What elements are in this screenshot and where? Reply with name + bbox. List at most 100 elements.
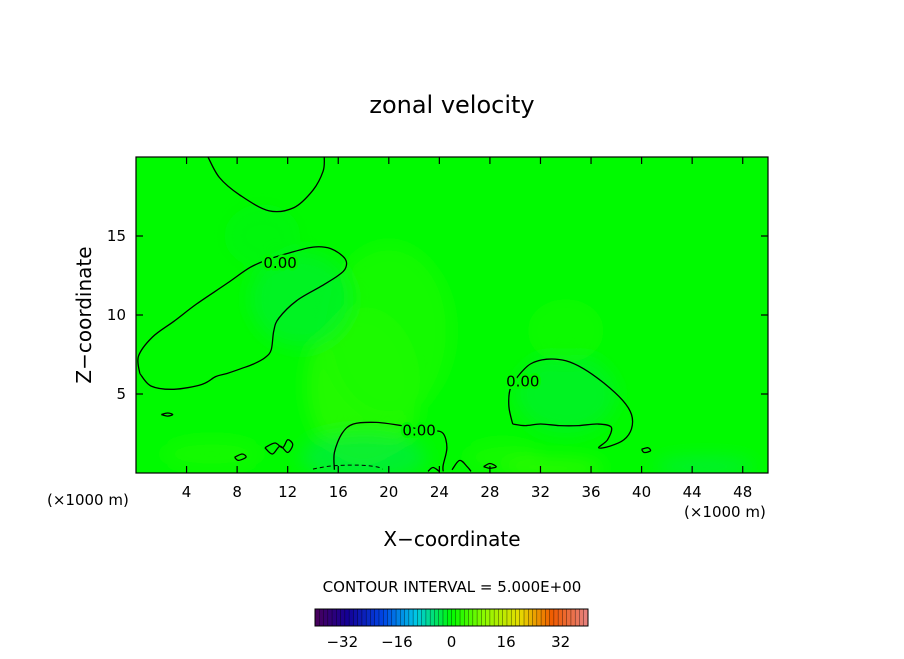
colorbar-cell xyxy=(332,609,337,626)
colorbar-cell xyxy=(485,609,491,626)
colorbar-cell xyxy=(536,609,542,626)
colorbar-cell xyxy=(481,609,487,626)
x-tick-label: 44 xyxy=(683,483,702,501)
colorbar-cell xyxy=(438,609,444,626)
colorbar-cell xyxy=(575,609,580,626)
contour-label: 0.00 xyxy=(506,372,539,390)
x-unit-left: (×1000 m) xyxy=(47,491,129,509)
colorbar-cell xyxy=(430,609,435,626)
colorbar-cell xyxy=(425,609,431,626)
colorbar-cell xyxy=(494,609,499,626)
y-tick-label: 15 xyxy=(107,227,126,245)
colorbar-cell xyxy=(464,609,469,626)
colorbar-cell xyxy=(383,609,388,626)
colorbar-cell xyxy=(468,609,474,626)
zero-contour-line xyxy=(483,462,497,469)
field-anomaly xyxy=(527,299,604,363)
zero-contour-line xyxy=(641,447,652,454)
colorbar-cell xyxy=(472,609,478,626)
colorbar-cell xyxy=(489,609,495,626)
colorbar-cell xyxy=(387,609,393,626)
x-tick-label: 48 xyxy=(733,483,752,501)
zero-contour-line xyxy=(508,358,634,449)
colorbar-cell xyxy=(349,609,354,626)
colorbar-cell xyxy=(460,609,465,626)
colorbar-cell xyxy=(336,609,341,626)
field-anomaly xyxy=(161,438,263,470)
field-anomaly xyxy=(325,243,452,418)
colorbar-tick-label: 16 xyxy=(497,633,516,651)
colorbar-cell xyxy=(323,609,329,626)
plot-background xyxy=(136,157,768,473)
x-tick-label: 12 xyxy=(278,483,297,501)
colorbar-cell xyxy=(408,609,414,626)
colorbar-tick-label: −32 xyxy=(326,633,358,651)
zero-contour-line xyxy=(427,466,440,472)
colorbar-cell xyxy=(506,609,512,626)
colorbar-cell xyxy=(502,609,508,626)
colorbar-cell xyxy=(528,609,533,626)
colorbar-cell xyxy=(319,609,324,626)
colorbar-cell xyxy=(455,609,461,626)
colorbar-cell xyxy=(378,609,384,626)
colorbar-cell xyxy=(361,609,367,626)
zero-contour-line xyxy=(207,157,325,213)
colorbar-cell xyxy=(400,609,405,626)
colorbar-frame xyxy=(314,608,589,627)
colorbar-cell xyxy=(344,609,350,626)
y-axis-ticks: 5 10 15 xyxy=(107,227,768,403)
colorbar-cell xyxy=(451,609,457,626)
colorbar-tick-label: −16 xyxy=(381,633,413,651)
x-tick-label: 4 xyxy=(182,483,192,501)
contour-label: 0.00 xyxy=(402,421,435,439)
colorbar-cell xyxy=(434,609,440,626)
colorbar-cell xyxy=(447,609,452,626)
colorbar-cell xyxy=(524,609,529,626)
zero-contour-line xyxy=(137,246,348,390)
zero-contour-line xyxy=(451,459,472,472)
colorbar-cell xyxy=(549,609,555,626)
colorbar-cell xyxy=(413,609,418,626)
zero-contour-line xyxy=(234,453,247,462)
colorbar-ticks: −32 −16 0 16 32 xyxy=(326,633,570,651)
colorbar-cell xyxy=(583,609,589,626)
x-tick-label: 28 xyxy=(480,483,499,501)
colorbar-cell xyxy=(340,609,346,626)
negative-contour-line xyxy=(312,464,383,470)
field-anomaly xyxy=(224,204,301,268)
colorbar-tick-label: 32 xyxy=(551,633,570,651)
colorbar-cell xyxy=(366,609,371,626)
colorbar-cell xyxy=(417,609,423,626)
colorbar-cell xyxy=(353,609,359,626)
field-anomaly xyxy=(654,457,756,473)
colorbar-cell xyxy=(315,609,320,626)
colorbar-cell xyxy=(396,609,401,626)
field-anomaly xyxy=(300,433,427,473)
x-tick-label: 16 xyxy=(329,483,348,501)
colorbar-cell xyxy=(391,609,397,626)
colorbar-cell xyxy=(553,609,559,626)
zero-contour-line xyxy=(333,421,448,472)
colorbar-cell xyxy=(421,609,427,626)
x-axis-label: X−coordinate xyxy=(383,527,520,551)
zero-contour-line xyxy=(264,439,294,455)
field-anomaly xyxy=(502,458,604,473)
y-axis-label: Z−coordinate xyxy=(72,246,96,383)
x-tick-label: 36 xyxy=(581,483,600,501)
x-tick-label: 40 xyxy=(632,483,651,501)
x-tick-label: 8 xyxy=(232,483,242,501)
x-unit-right: (×1000 m) xyxy=(684,503,766,521)
colorbar-cell xyxy=(532,609,538,626)
colorbar-cells xyxy=(314,609,589,626)
colorbar-cell xyxy=(515,609,521,626)
colorbar-cell xyxy=(404,609,410,626)
colorbar-cell xyxy=(519,609,525,626)
colorbar-cell xyxy=(562,609,568,626)
colorbar-tick-label: 0 xyxy=(447,633,457,651)
colorbar-cell xyxy=(558,609,563,626)
colorbar-cell xyxy=(442,609,448,626)
colorbar-cell xyxy=(511,609,516,626)
field-anomalies xyxy=(161,204,756,473)
y-tick-label: 5 xyxy=(116,385,126,403)
colorbar-cell xyxy=(327,609,333,626)
